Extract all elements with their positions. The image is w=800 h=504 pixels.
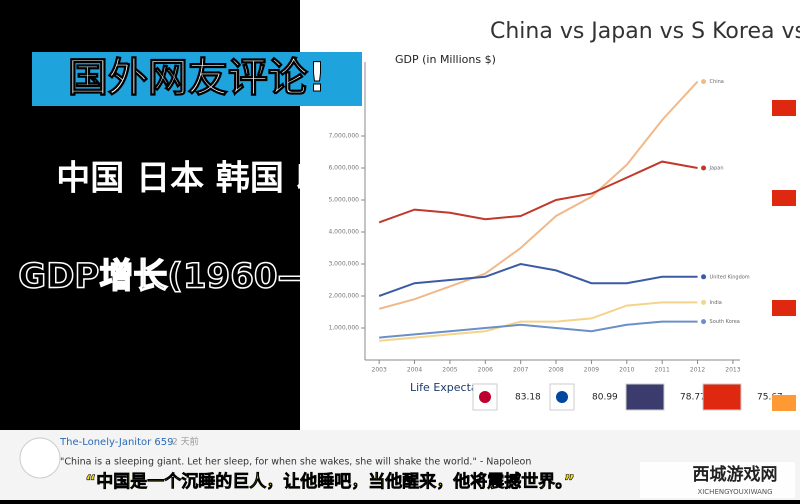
series-line [378,80,699,310]
comment-user[interactable]: The-Lonely-Janitor 659 [59,437,174,448]
x-tick-label: 2004 [407,367,422,374]
x-tick-label: 2012 [690,367,705,374]
series-label: India [710,300,722,306]
series-label: Japan [709,166,724,172]
series-label: South Korea [710,319,740,325]
flag-emblem [556,391,568,403]
x-tick-label: 2011 [655,367,670,374]
life-value: 80.99 [592,393,618,403]
subtitle: “中国是一个沉睡的巨人，让他睡吧，当他醒来，他将震撼世界。” [85,471,575,492]
end-marker [701,319,707,325]
series-line [378,262,698,297]
series-label: United Kingdom [710,274,750,280]
y-tick-label: 1,000,000 [328,325,359,332]
watermark-name: 西城游戏网 [693,464,778,485]
y-tick-label: 7,000,000 [328,133,359,140]
series-line [379,301,698,342]
end-marker [701,299,707,305]
end-marker [701,79,707,85]
x-tick-label: 2007 [513,367,528,374]
x-tick-label: 2013 [725,367,740,374]
y-tick-label: 3,000,000 [328,261,359,268]
watermark-url: XICHENGYOUXIWANG [697,488,772,496]
watermark-box [640,462,795,498]
avatar [19,437,61,479]
side-flag [772,395,796,411]
series-line [378,160,698,224]
x-tick-label: 2009 [584,367,599,374]
x-tick-label: 2010 [619,367,634,374]
x-tick-label: 2005 [442,367,457,374]
comment-text: "China is a sleeping giant. Let her slee… [60,457,531,468]
headline: 国外网友评论! [68,55,326,101]
side-flag [772,300,796,316]
comment-time: 2 天前 [172,436,199,448]
end-marker [701,165,707,171]
side-flag [772,190,796,206]
life-value: 83.18 [515,393,541,403]
flag [625,383,665,411]
countries: 中国 日本 韩国 印度 [56,159,364,199]
x-tick-label: 2003 [372,367,387,374]
y-tick-label: 5,000,000 [328,197,359,204]
x-tick-label: 2008 [548,367,563,374]
end-marker [701,274,707,280]
y-tick-label: 2,000,000 [328,293,359,300]
side-flag [772,100,796,116]
life-value: 78.77 [680,393,706,403]
y-axis-label: GDP (in Millions $) [395,53,496,66]
life-value: 75.67 [757,393,783,403]
y-tick-label: 4,000,000 [328,229,359,236]
series-line [379,320,698,339]
y-tick-label: 6,000,000 [328,165,359,172]
flag-emblem [479,391,491,403]
chart-panel [300,0,800,430]
headline-box [32,52,362,106]
flag [702,383,742,411]
topic: GDP增长(1960—2017) [18,257,421,297]
x-tick-label: 2006 [478,367,493,374]
series-label: China [710,79,724,85]
chart-title: China vs Japan vs S Korea vs Indi [490,19,800,44]
